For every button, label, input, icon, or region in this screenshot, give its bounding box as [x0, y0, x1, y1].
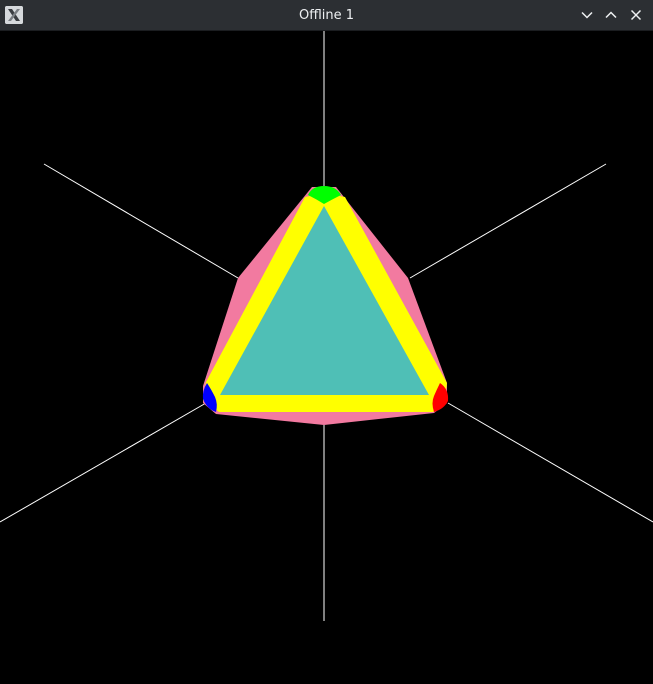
close-icon — [630, 9, 642, 21]
chevron-up-icon — [605, 11, 617, 19]
scene-canvas — [0, 31, 653, 621]
minimize-button[interactable] — [578, 6, 596, 24]
close-button[interactable] — [627, 6, 645, 24]
axis-line-lower-left — [0, 402, 207, 523]
chevron-down-icon — [581, 11, 593, 19]
app-icon — [5, 6, 23, 24]
teal-center-face — [220, 206, 429, 395]
title-bar[interactable]: Offline 1 — [0, 0, 653, 31]
vertex-right-red — [432, 383, 449, 412]
maximize-button[interactable] — [602, 6, 620, 24]
axis-line-upper-right — [409, 163, 607, 279]
axis-line-lower-right — [447, 402, 653, 523]
xorg-x-icon — [5, 6, 23, 24]
vertex-top-green — [308, 186, 341, 204]
vertex-left-blue — [202, 383, 217, 412]
render-viewport[interactable] — [0, 31, 653, 679]
axis-line-upper-left — [43, 163, 239, 279]
window-title: Offline 1 — [298, 8, 355, 23]
